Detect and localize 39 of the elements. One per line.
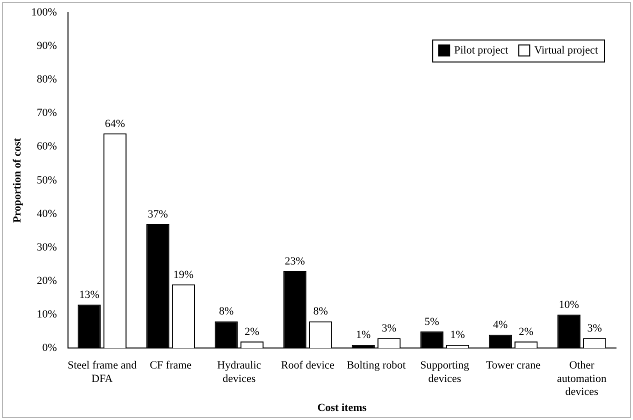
data-label: 5% (424, 316, 440, 328)
data-label: 1% (356, 329, 371, 342)
y-tick-label: 50% (36, 174, 57, 186)
legend-label: Virtual project (534, 44, 598, 56)
data-label: 19% (173, 268, 194, 281)
data-label: 13% (79, 288, 100, 301)
x-axis-title: Cost items (317, 402, 368, 414)
data-label: 8% (218, 306, 234, 318)
data-label: 2% (518, 326, 534, 338)
x-tick-label: CF frame (150, 360, 192, 372)
x-tick-label: Roof device (280, 360, 335, 372)
data-label: 8% (313, 306, 328, 318)
data-label: 10% (558, 299, 579, 312)
legend-label: Pilot project (454, 44, 508, 56)
data-label: 1% (450, 329, 465, 342)
data-label: 3% (382, 322, 396, 335)
x-tick-label: Other automation devices (556, 360, 607, 398)
y-tick-label: 0% (42, 342, 57, 354)
y-tick-label: 90% (36, 40, 57, 52)
data-label: 64% (104, 118, 126, 130)
y-tick-label: 70% (36, 107, 57, 120)
x-tick-label: Hydraulic devices (217, 360, 262, 385)
x-tick-label: Steel frame and DFA (68, 360, 138, 385)
y-tick-label: 10% (36, 308, 57, 321)
x-tick-label: Bolting robot (346, 360, 406, 372)
data-label: 4% (493, 319, 508, 332)
y-axis-title: Proportion of cost (11, 138, 24, 223)
y-tick-label: 30% (36, 241, 57, 254)
data-label: 2% (244, 326, 260, 338)
y-tick-label: 20% (36, 274, 57, 287)
y-tick-label: 100% (31, 6, 57, 18)
data-label: 37% (148, 208, 168, 220)
data-label: 3% (587, 322, 602, 335)
x-tick-label: Tower crane (486, 360, 541, 372)
y-tick-label: 40% (36, 208, 57, 220)
y-tick-label: 80% (36, 74, 57, 86)
x-tick-label: Supporting devices (420, 360, 470, 385)
data-label: 23% (284, 255, 305, 268)
y-tick-label: 60% (36, 140, 57, 153)
